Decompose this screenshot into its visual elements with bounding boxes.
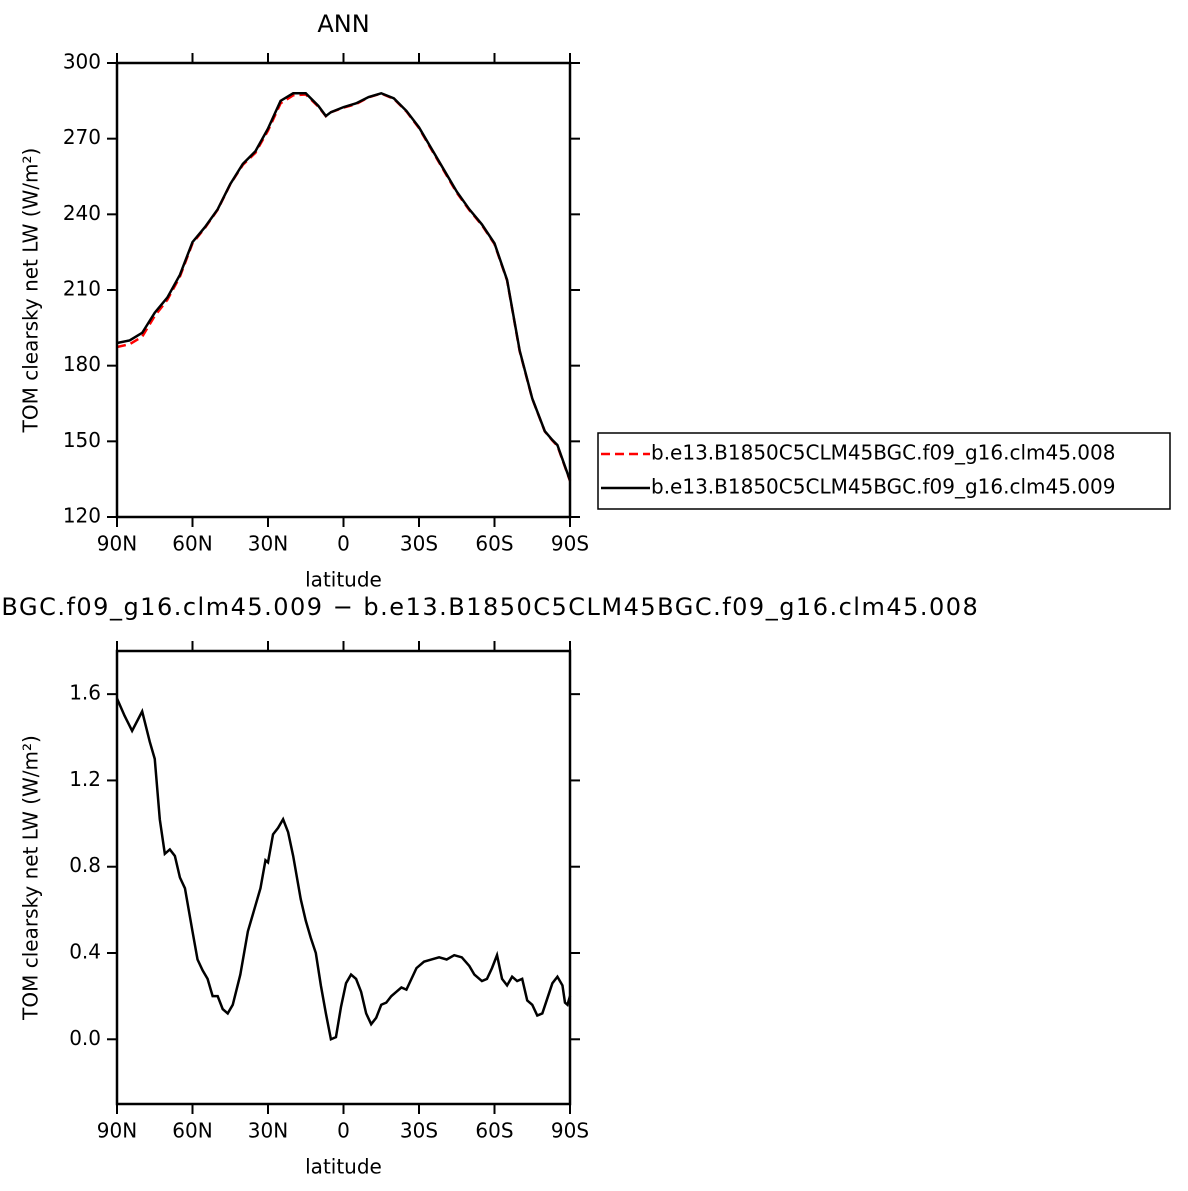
y-tick-label: 210 xyxy=(63,277,101,301)
y-tick-label: 270 xyxy=(63,125,101,149)
y-tick-label: 120 xyxy=(63,504,101,528)
y-tick-label: 0.4 xyxy=(69,940,101,964)
y-tick-label: 0.8 xyxy=(69,853,101,877)
y-tick-label: 180 xyxy=(63,352,101,376)
chart-title: b.e13.B1850C5CLM45BGC.f09_g16.clm45.009 … xyxy=(0,593,979,621)
y-tick-label: 240 xyxy=(63,201,101,225)
x-tick-label: 30S xyxy=(400,1119,438,1143)
y-axis-label: TOM clearsky net LW (W/m²) xyxy=(19,148,43,434)
plot-frame xyxy=(115,649,572,1106)
x-tick-label: 60N xyxy=(172,532,212,556)
x-axis-label: latitude xyxy=(305,1155,382,1179)
x-tick-label: 30N xyxy=(248,1119,288,1143)
x-tick-label: 90S xyxy=(551,532,589,556)
x-tick-label: 90N xyxy=(97,532,137,556)
x-tick-label: 60S xyxy=(475,532,513,556)
x-tick-label: 30N xyxy=(248,532,288,556)
y-tick-label: 1.2 xyxy=(69,767,101,791)
chart-title: ANN xyxy=(317,10,369,38)
x-tick-label: 0 xyxy=(337,1119,350,1143)
legend-label: b.e13.B1850C5CLM45BGC.f09_g16.clm45.009 xyxy=(651,475,1115,499)
y-tick-label: 150 xyxy=(63,428,101,452)
x-tick-label: 90N xyxy=(97,1119,137,1143)
x-tick-label: 60N xyxy=(172,1119,212,1143)
x-tick-label: 30S xyxy=(400,532,438,556)
x-tick-label: 0 xyxy=(337,532,350,556)
data-line xyxy=(116,92,572,482)
x-tick-label: 90S xyxy=(551,1119,589,1143)
x-tick-label: 60S xyxy=(475,1119,513,1143)
data-line xyxy=(116,91,572,481)
y-axis-label: TOM clearsky net LW (W/m²) xyxy=(19,735,43,1021)
y-tick-label: 0.0 xyxy=(69,1026,101,1050)
y-tick-label: 1.6 xyxy=(69,681,101,705)
y-tick-label: 300 xyxy=(63,50,101,74)
x-axis-label: latitude xyxy=(305,568,382,592)
plot-frame xyxy=(115,61,572,519)
legend-label: b.e13.B1850C5CLM45BGC.f09_g16.clm45.008 xyxy=(651,441,1115,465)
legend-box xyxy=(597,432,1171,510)
data-line xyxy=(115,697,572,1042)
